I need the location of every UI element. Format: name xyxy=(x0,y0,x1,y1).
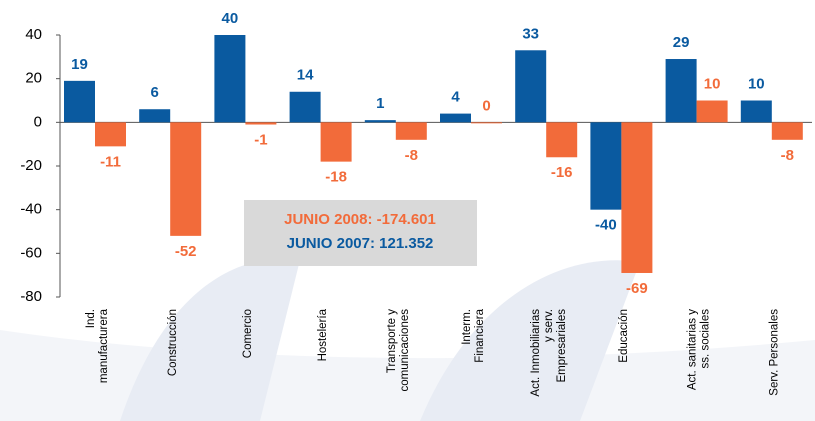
x-tick-label: Comercio xyxy=(242,309,254,358)
bar xyxy=(546,122,578,158)
data-label: -52 xyxy=(175,243,197,260)
data-label: 40 xyxy=(222,10,239,27)
data-label: 10 xyxy=(704,75,721,92)
data-label: 4 xyxy=(451,89,460,106)
bar xyxy=(395,122,427,140)
bar xyxy=(364,120,396,123)
data-label: -8 xyxy=(405,147,418,164)
x-tick-label: Act. sanitarias yss. sociales xyxy=(687,309,712,390)
x-tick-label: Ind.manufacturera xyxy=(85,308,110,383)
data-label: -11 xyxy=(100,153,121,170)
data-label: 6 xyxy=(151,84,159,101)
data-label: -1 xyxy=(254,131,267,148)
data-label: 10 xyxy=(748,75,765,92)
x-tick-label: Construcción xyxy=(167,309,179,376)
x-tick-label: Transporte ycomunicaciones xyxy=(386,309,411,392)
y-tick-label: -20 xyxy=(20,157,42,174)
bar xyxy=(621,122,653,273)
bar xyxy=(440,113,471,123)
bar xyxy=(320,122,352,162)
bar xyxy=(289,91,321,123)
y-tick-label: 40 xyxy=(25,26,42,43)
data-label: -69 xyxy=(626,280,648,297)
data-label: -8 xyxy=(781,147,794,164)
legend-entry: JUNIO 2008: -174.601 xyxy=(284,211,436,228)
legend-entry: JUNIO 2007: 121.352 xyxy=(287,235,434,252)
legend-box xyxy=(244,200,477,266)
bar xyxy=(471,122,502,124)
legend: JUNIO 2008: -174.601 JUNIO 2007: 121.352 xyxy=(244,200,477,266)
y-tick-label: -80 xyxy=(20,288,42,305)
bar xyxy=(139,109,171,123)
x-tick-label: Interm.Financiera xyxy=(461,308,486,362)
data-label: 0 xyxy=(482,97,490,114)
bar xyxy=(214,35,246,123)
bar xyxy=(665,59,697,123)
x-tick-label: Serv. Personales xyxy=(768,309,780,396)
y-tick-label: -40 xyxy=(20,201,42,218)
x-tick-label: Act. Inmobiliariasy serv.Empresariales xyxy=(530,309,568,397)
y-tick-label: -60 xyxy=(20,244,42,261)
data-label: 14 xyxy=(297,67,314,84)
bar xyxy=(245,122,277,125)
x-tick-label: Educación xyxy=(618,309,630,363)
data-label: -16 xyxy=(551,164,573,181)
bar xyxy=(64,80,95,123)
y-tick-label: 0 xyxy=(34,113,42,130)
bar xyxy=(590,122,622,210)
bar xyxy=(740,100,772,123)
watermark xyxy=(0,258,815,421)
x-tick-label: Hostelería xyxy=(317,308,329,361)
bar xyxy=(771,122,803,140)
bar xyxy=(515,50,547,123)
bar xyxy=(95,122,126,147)
data-label: -40 xyxy=(595,217,617,234)
bar xyxy=(696,100,728,123)
bar xyxy=(170,122,202,236)
data-label: 33 xyxy=(522,25,539,42)
data-label: 1 xyxy=(376,95,384,112)
data-label: 19 xyxy=(71,56,88,73)
data-label: 29 xyxy=(673,34,690,51)
y-tick-label: 20 xyxy=(25,70,42,87)
data-label: -18 xyxy=(325,169,347,186)
